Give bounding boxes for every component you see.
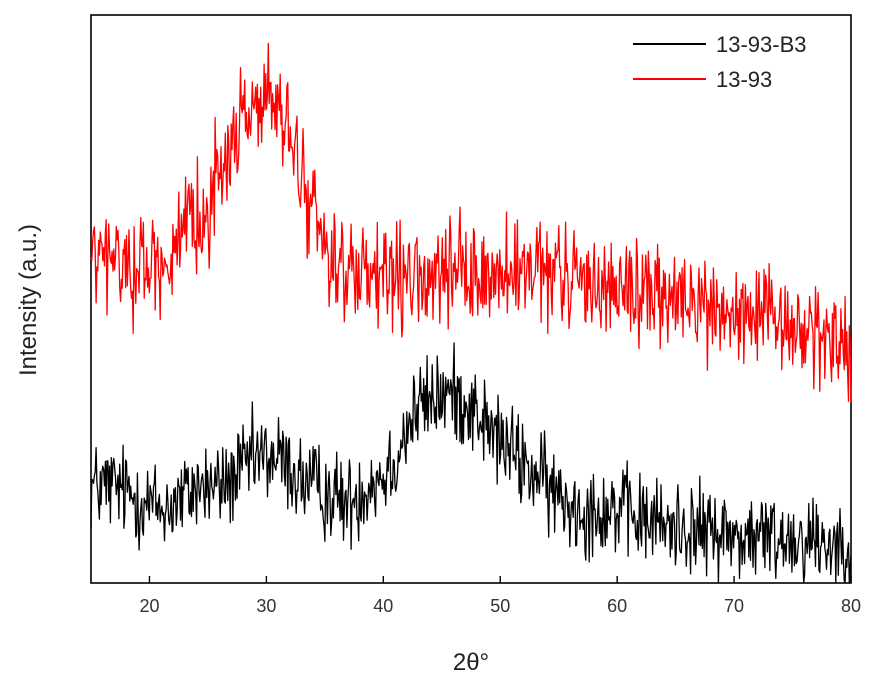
x-tick-label: 80	[841, 596, 861, 616]
x-tick-label: 30	[256, 596, 276, 616]
x-tick-label: 20	[139, 596, 159, 616]
legend-label-series-1: 13-93-B3	[716, 32, 807, 57]
x-tick-label: 70	[724, 596, 744, 616]
x-axis-ticks: 20 30 40 50 60 70 80	[139, 576, 861, 616]
x-tick-label: 50	[490, 596, 510, 616]
legend-label-series-2: 13-93	[716, 67, 772, 92]
legend: 13-93-B3 13-93	[633, 32, 807, 92]
x-tick-label: 40	[373, 596, 393, 616]
series-layer	[90, 42, 852, 584]
series-line-1	[90, 342, 852, 584]
plot-frame	[90, 14, 852, 584]
x-axis-title: 2θ°	[453, 649, 489, 676]
y-axis-title: Intensity (a.u.)	[15, 224, 42, 376]
series-line-2	[90, 42, 852, 403]
x-tick-label: 60	[607, 596, 627, 616]
